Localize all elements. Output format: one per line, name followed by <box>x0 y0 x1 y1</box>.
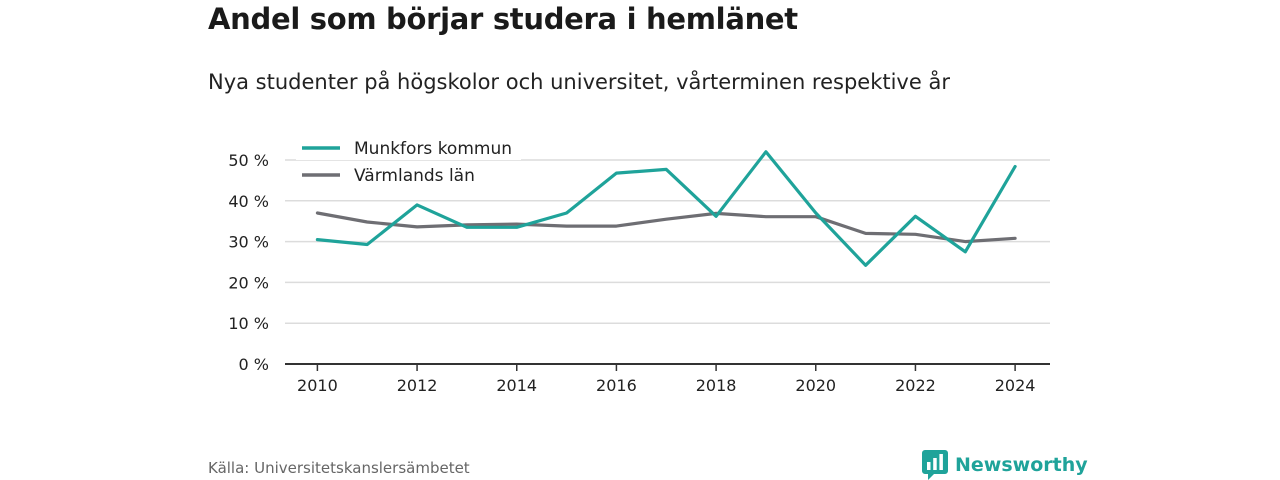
y-tick-label: 20 % <box>228 273 269 292</box>
source-note: Källa: Universitetskanslersämbetet <box>208 459 470 477</box>
x-tick-label: 2012 <box>397 376 438 395</box>
chart-subtitle: Nya studenter på högskolor och universit… <box>208 70 950 94</box>
chart-title: Andel som börjar studera i hemlänet <box>208 2 798 36</box>
y-tick-label: 50 % <box>228 151 269 170</box>
x-tick-label: 2016 <box>596 376 637 395</box>
y-tick-label: 0 % <box>239 355 269 374</box>
x-tick-label: 2010 <box>297 376 338 395</box>
x-tick-label: 2022 <box>895 376 936 395</box>
series-line-munkfors <box>315 150 1017 267</box>
y-tick-label: 30 % <box>228 233 269 252</box>
legend-label: Värmlands län <box>354 166 475 186</box>
brand-name: Newsworthy <box>955 454 1088 476</box>
x-tick-label: 2020 <box>795 376 836 395</box>
brand-logo: Newsworthy <box>922 450 1088 480</box>
series-line-varmland <box>315 211 1017 244</box>
x-tick-label: 2024 <box>995 376 1036 395</box>
y-tick-label: 10 % <box>228 314 269 333</box>
y-tick-label: 40 % <box>228 192 269 211</box>
bar-chart-icon <box>922 450 948 480</box>
x-tick-label: 2018 <box>696 376 737 395</box>
x-tick-label: 2014 <box>496 376 537 395</box>
legend-label: Munkfors kommun <box>354 139 512 159</box>
